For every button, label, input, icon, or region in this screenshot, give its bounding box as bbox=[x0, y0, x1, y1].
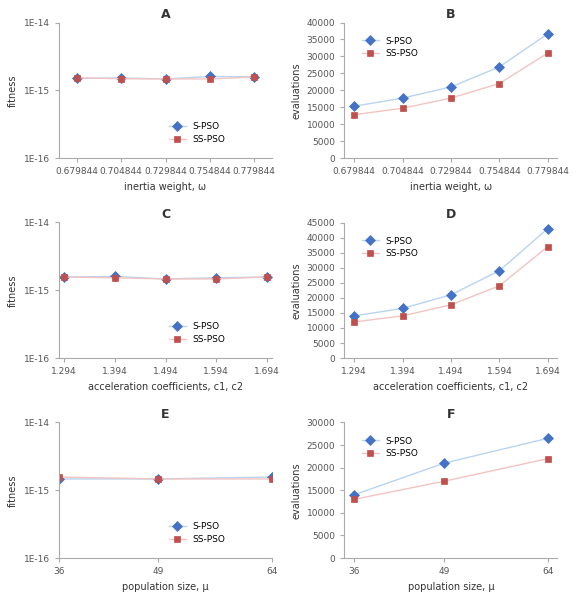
Y-axis label: fitness: fitness bbox=[8, 274, 18, 307]
S-PSO bbox=[213, 274, 220, 281]
Line: S-PSO: S-PSO bbox=[73, 73, 258, 82]
SS-PSO bbox=[61, 274, 68, 281]
SS-PSO bbox=[213, 275, 220, 283]
S-PSO bbox=[544, 225, 551, 232]
Title: A: A bbox=[161, 8, 171, 22]
S-PSO bbox=[399, 305, 406, 312]
X-axis label: acceleration coefficients, c1, c2: acceleration coefficients, c1, c2 bbox=[373, 382, 528, 392]
S-PSO bbox=[55, 475, 62, 482]
S-PSO bbox=[496, 64, 503, 71]
S-PSO bbox=[269, 473, 276, 481]
SS-PSO bbox=[118, 75, 125, 82]
Legend: S-PSO, SS-PSO: S-PSO, SS-PSO bbox=[360, 434, 421, 461]
SS-PSO bbox=[544, 455, 551, 462]
S-PSO bbox=[251, 73, 258, 80]
SS-PSO bbox=[162, 76, 169, 83]
X-axis label: inertia weight, ω: inertia weight, ω bbox=[124, 182, 206, 191]
S-PSO bbox=[264, 274, 271, 281]
S-PSO bbox=[351, 103, 358, 110]
Line: SS-PSO: SS-PSO bbox=[351, 50, 551, 118]
Line: S-PSO: S-PSO bbox=[351, 30, 551, 110]
S-PSO bbox=[118, 74, 125, 82]
Line: S-PSO: S-PSO bbox=[61, 273, 271, 283]
S-PSO bbox=[351, 313, 358, 320]
Line: S-PSO: S-PSO bbox=[351, 435, 551, 498]
Line: SS-PSO: SS-PSO bbox=[61, 274, 271, 283]
SS-PSO bbox=[544, 49, 551, 56]
SS-PSO bbox=[154, 475, 161, 482]
SS-PSO bbox=[112, 274, 118, 281]
Legend: S-PSO, SS-PSO: S-PSO, SS-PSO bbox=[360, 234, 421, 261]
SS-PSO bbox=[73, 74, 80, 82]
S-PSO bbox=[112, 273, 118, 280]
SS-PSO bbox=[264, 274, 271, 281]
SS-PSO bbox=[162, 275, 169, 283]
Line: SS-PSO: SS-PSO bbox=[351, 243, 551, 325]
S-PSO bbox=[440, 460, 447, 467]
Y-axis label: fitness: fitness bbox=[8, 74, 18, 107]
Legend: S-PSO, SS-PSO: S-PSO, SS-PSO bbox=[166, 120, 228, 147]
S-PSO bbox=[61, 274, 68, 281]
SS-PSO bbox=[251, 73, 258, 80]
X-axis label: inertia weight, ω: inertia weight, ω bbox=[410, 182, 492, 191]
X-axis label: population size, μ: population size, μ bbox=[407, 581, 494, 592]
S-PSO bbox=[544, 435, 551, 442]
Line: SS-PSO: SS-PSO bbox=[55, 473, 276, 482]
SS-PSO bbox=[496, 282, 503, 289]
Title: F: F bbox=[447, 409, 455, 421]
SS-PSO bbox=[447, 94, 454, 101]
Y-axis label: evaluations: evaluations bbox=[291, 62, 301, 119]
Y-axis label: evaluations: evaluations bbox=[291, 262, 301, 319]
SS-PSO bbox=[206, 76, 213, 83]
SS-PSO bbox=[399, 313, 406, 320]
X-axis label: population size, μ: population size, μ bbox=[122, 581, 209, 592]
S-PSO bbox=[206, 73, 213, 80]
SS-PSO bbox=[55, 473, 62, 481]
Legend: S-PSO, SS-PSO: S-PSO, SS-PSO bbox=[166, 520, 228, 547]
Legend: S-PSO, SS-PSO: S-PSO, SS-PSO bbox=[166, 320, 228, 347]
S-PSO bbox=[351, 491, 358, 499]
SS-PSO bbox=[351, 111, 358, 118]
S-PSO bbox=[447, 83, 454, 91]
Legend: S-PSO, SS-PSO: S-PSO, SS-PSO bbox=[360, 34, 421, 61]
SS-PSO bbox=[447, 301, 454, 308]
Title: C: C bbox=[161, 208, 170, 221]
Title: B: B bbox=[446, 8, 455, 22]
SS-PSO bbox=[351, 496, 358, 503]
Line: SS-PSO: SS-PSO bbox=[73, 74, 258, 82]
X-axis label: acceleration coefficients, c1, c2: acceleration coefficients, c1, c2 bbox=[88, 382, 243, 392]
S-PSO bbox=[399, 94, 406, 101]
Y-axis label: evaluations: evaluations bbox=[291, 462, 301, 518]
SS-PSO bbox=[269, 475, 276, 482]
S-PSO bbox=[544, 30, 551, 37]
S-PSO bbox=[154, 475, 161, 482]
Y-axis label: fitness: fitness bbox=[8, 474, 18, 506]
SS-PSO bbox=[399, 104, 406, 112]
SS-PSO bbox=[440, 478, 447, 485]
S-PSO bbox=[162, 275, 169, 283]
SS-PSO bbox=[544, 243, 551, 250]
Title: E: E bbox=[161, 409, 170, 421]
S-PSO bbox=[447, 291, 454, 298]
SS-PSO bbox=[351, 319, 358, 326]
SS-PSO bbox=[496, 80, 503, 87]
Line: S-PSO: S-PSO bbox=[351, 225, 551, 319]
S-PSO bbox=[496, 267, 503, 274]
Line: SS-PSO: SS-PSO bbox=[351, 455, 551, 503]
S-PSO bbox=[162, 76, 169, 83]
S-PSO bbox=[73, 75, 80, 82]
Title: D: D bbox=[446, 208, 456, 221]
Line: S-PSO: S-PSO bbox=[55, 473, 276, 482]
